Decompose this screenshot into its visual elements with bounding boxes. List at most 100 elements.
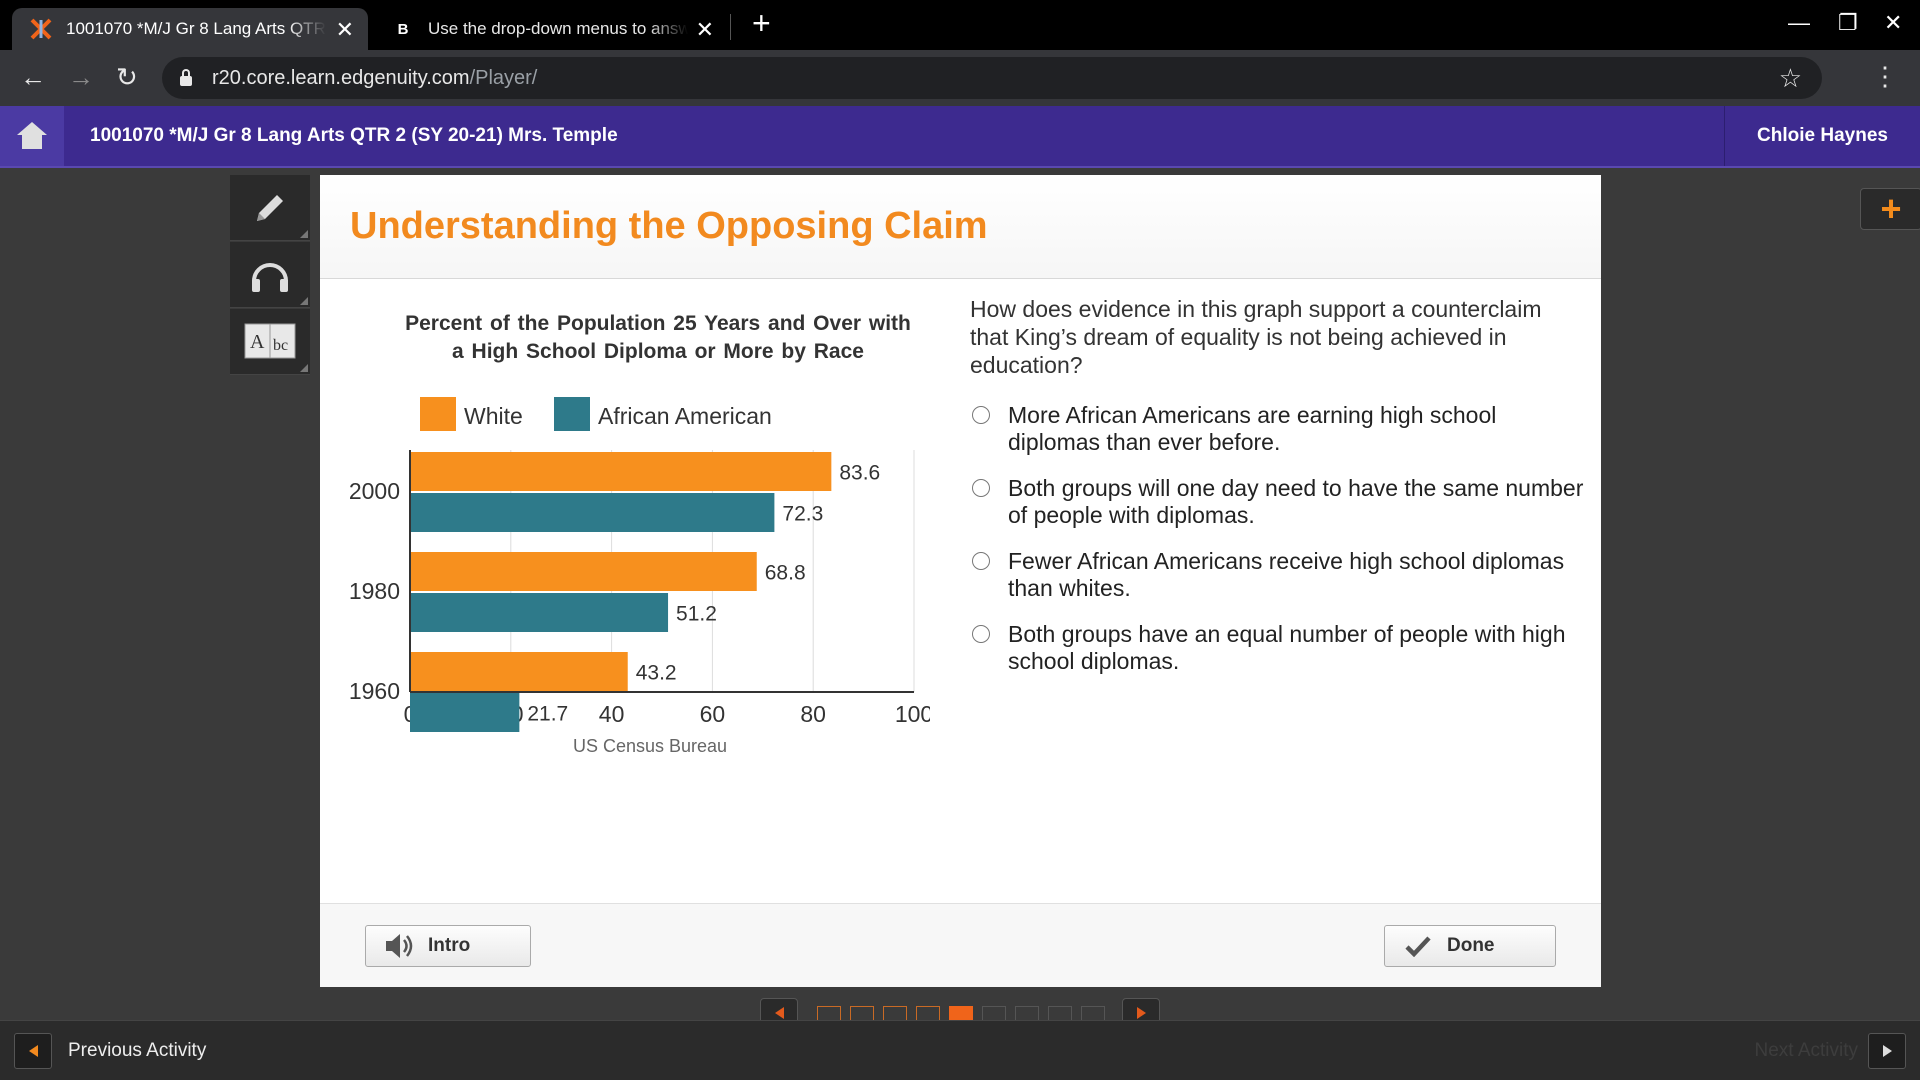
intro-button[interactable]: Intro — [365, 925, 531, 967]
previous-activity-button[interactable]: Previous Activity — [14, 1033, 206, 1069]
back-icon[interactable]: ← — [20, 62, 46, 92]
bar — [410, 593, 669, 632]
bar-value-label: 68.8 — [765, 562, 806, 585]
previous-arrow-button[interactable] — [14, 1033, 52, 1069]
headphones-icon — [252, 262, 288, 292]
answer-option-2[interactable]: Both groups will one day need to have th… — [970, 475, 1590, 529]
url-host: r20.core.learn.edgenuity.com — [212, 66, 470, 89]
bar — [410, 693, 520, 732]
activity-header: Understanding the Opposing Claim — [320, 175, 1601, 279]
bar — [410, 493, 775, 532]
answer-option-3[interactable]: Fewer African Americans receive high sch… — [970, 548, 1590, 602]
right-arrow-icon — [1882, 1045, 1892, 1057]
intro-label: Intro — [428, 935, 471, 956]
forward-icon[interactable]: → — [68, 62, 94, 92]
option-label: Both groups will one day need to have th… — [1008, 475, 1584, 528]
x-tick-label: 80 — [800, 701, 826, 727]
x-tick-label: 40 — [599, 701, 625, 727]
next-activity-button[interactable]: Next Activity — [1755, 1033, 1906, 1069]
activity-footer: Intro Done — [320, 903, 1601, 987]
brainly-favicon-icon: B — [397, 20, 409, 38]
bookmark-star-icon[interactable]: ☆ — [1778, 63, 1802, 93]
bar-value-label: 51.2 — [676, 603, 717, 626]
home-icon — [17, 122, 47, 150]
new-tab-icon[interactable]: + — [752, 5, 771, 41]
course-title: 1001070 *M/J Gr 8 Lang Arts QTR 2 (SY 20… — [90, 125, 618, 146]
address-bar[interactable]: r20.core.learn.edgenuity.com/Player/ ☆ — [162, 57, 1822, 99]
speaker-icon — [384, 932, 416, 960]
answer-option-4[interactable]: Both groups have an equal number of peop… — [970, 621, 1590, 675]
right-arrow-icon — [1136, 1007, 1146, 1019]
browser-toolbar: ← → ↻ r20.core.learn.edgenuity.com/Playe… — [0, 50, 1920, 106]
option-label: More African Americans are earning high … — [1008, 402, 1497, 455]
answer-options: More African Americans are earning high … — [970, 402, 1590, 694]
close-tab-icon[interactable]: ✕ — [695, 17, 714, 42]
tab-title: Use the drop-down menus to answer — [428, 19, 688, 38]
option-label: Both groups have an equal number of peop… — [1008, 621, 1566, 674]
svg-text:bc: bc — [273, 337, 288, 354]
legend-swatch — [420, 397, 456, 431]
bar — [410, 652, 628, 691]
next-activity-label: Next Activity — [1754, 1040, 1858, 1061]
y-category-label: 1980 — [349, 578, 400, 604]
pencil-icon — [257, 194, 283, 221]
answer-option-1[interactable]: More African Americans are earning high … — [970, 402, 1590, 456]
tab-edgenuity[interactable]: 1001070 *M/J Gr 8 Lang Arts QTR 2 (SY 20… — [12, 8, 368, 50]
option-label: Fewer African Americans receive high sch… — [1008, 548, 1565, 601]
expand-plus-button[interactable]: + — [1860, 188, 1920, 230]
radio-button[interactable] — [972, 479, 990, 497]
pencil-tool[interactable] — [230, 175, 310, 241]
close-tab-icon[interactable]: ✕ — [335, 17, 354, 42]
x-tick-label: 60 — [700, 701, 726, 727]
restore-icon[interactable]: ❐ — [1838, 10, 1858, 35]
window-close-icon[interactable]: ✕ — [1884, 10, 1903, 35]
bar — [410, 452, 832, 491]
user-name[interactable]: Chloie Haynes — [1724, 106, 1920, 166]
x-tick-label: 100 — [895, 701, 930, 727]
done-label: Done — [1447, 935, 1495, 956]
activity-panel: Understanding the Opposing Claim Percent… — [320, 175, 1601, 987]
chart-source: US Census Bureau — [573, 736, 727, 756]
left-arrow-icon — [774, 1007, 784, 1019]
question-text: How does evidence in this graph support … — [970, 296, 1542, 378]
bar-value-label: 43.2 — [636, 662, 677, 685]
chart-title: Percent of the Population 25 Years and O… — [405, 312, 911, 363]
radio-button[interactable] — [972, 406, 990, 424]
done-button[interactable]: Done — [1384, 925, 1556, 967]
svg-text:A: A — [250, 331, 265, 353]
checkmark-icon — [1405, 935, 1431, 958]
course-header: 1001070 *M/J Gr 8 Lang Arts QTR 2 (SY 20… — [0, 106, 1920, 168]
activity-title: Understanding the Opposing Claim — [350, 205, 988, 247]
tab-separator — [730, 14, 731, 40]
home-button[interactable] — [0, 106, 64, 166]
left-arrow-icon — [28, 1045, 38, 1057]
reload-icon[interactable]: ↻ — [116, 62, 138, 92]
bar-value-label: 72.3 — [782, 503, 823, 526]
browser-tab-bar: 1001070 *M/J Gr 8 Lang Arts QTR 2 (SY 20… — [0, 0, 1920, 50]
radio-button[interactable] — [972, 552, 990, 570]
bar — [410, 552, 757, 591]
bar-value-label: 83.6 — [839, 462, 880, 485]
y-category-label: 1960 — [349, 678, 400, 704]
edgenuity-favicon-icon — [30, 18, 52, 40]
lock-icon — [180, 69, 192, 86]
minimize-icon[interactable]: — — [1788, 10, 1810, 35]
bar-value-label: 21.7 — [527, 703, 568, 726]
previous-activity-label: Previous Activity — [68, 1040, 207, 1061]
bar-chart: Percent of the Population 25 Years and O… — [330, 290, 1270, 810]
legend-label: White — [464, 403, 523, 429]
radio-button[interactable] — [972, 625, 990, 643]
browser-menu-icon[interactable]: ⋮ — [1872, 61, 1898, 91]
url-path: /Player/ — [469, 66, 538, 89]
next-arrow-button[interactable] — [1868, 1033, 1906, 1069]
tab-title: 1001070 *M/J Gr 8 Lang Arts QTR 2 (SY 20… — [66, 19, 326, 38]
audio-tool[interactable] — [230, 242, 310, 308]
legend-label: African American — [598, 403, 772, 429]
tab-brainly[interactable]: B Use the drop-down menus to answer ✕ — [378, 8, 728, 50]
legend-swatch — [554, 397, 590, 431]
activity-navigation-bar: Previous Activity Next Activity — [0, 1020, 1920, 1080]
y-category-label: 2000 — [349, 478, 400, 504]
